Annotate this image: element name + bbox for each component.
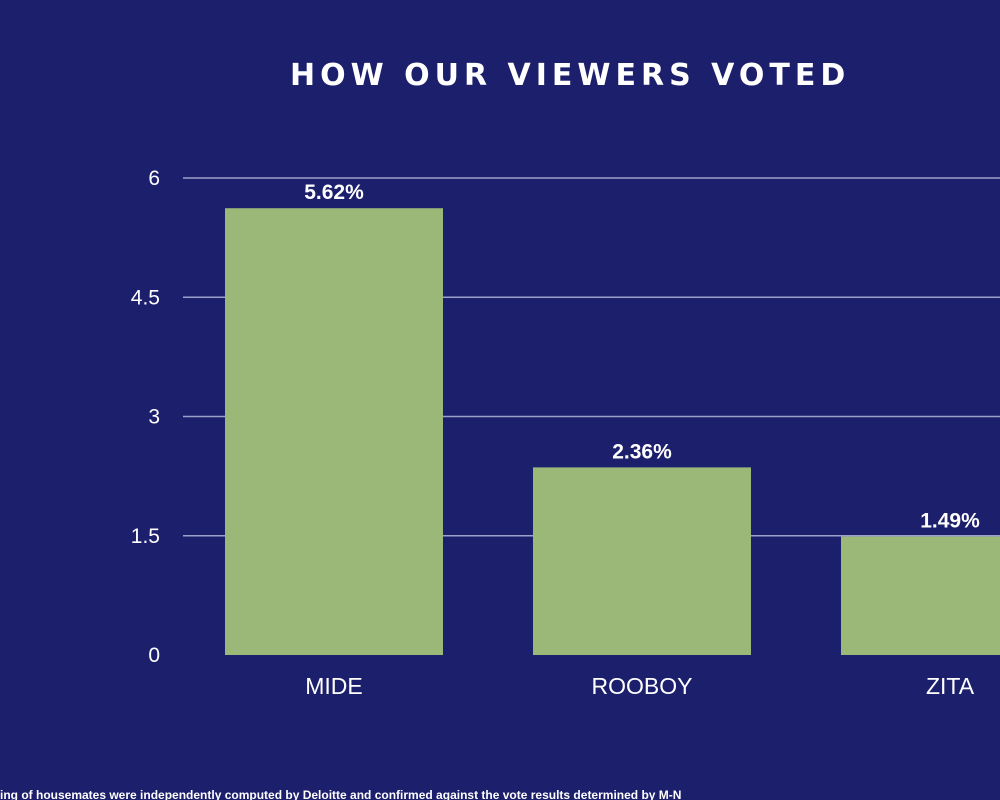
data-label: 5.62%: [304, 181, 364, 204]
data-label: 2.36%: [612, 440, 672, 463]
y-tick-label: 3: [148, 406, 160, 429]
y-tick-label: 1.5: [131, 525, 160, 548]
x-axis-ticks: MIDE ROOBOY ZITA: [305, 673, 974, 699]
x-tick-label: ZITA: [926, 673, 975, 699]
chart-title: HOW OUR VIEWERS VOTED: [290, 58, 851, 93]
x-tick-label: ROOBOY: [592, 673, 693, 699]
bar-zita: [841, 536, 1000, 655]
bar-mide: [225, 208, 443, 655]
data-label: 1.49%: [920, 510, 980, 533]
data-labels: 5.62% 2.36% 1.49%: [304, 181, 980, 532]
x-tick-label: MIDE: [305, 673, 363, 699]
bars: [225, 208, 1000, 655]
footnote: ing of housemates were independently com…: [0, 788, 682, 800]
bar-chart: 0 1.5 3 4.5 6 5.62% 2.36% 1.49% MIDE ROOBOY ZITA: [131, 167, 1000, 699]
y-tick-label: 4.5: [131, 286, 160, 309]
y-tick-label: 0: [148, 644, 160, 667]
bar-rooboy: [533, 467, 751, 655]
y-axis-ticks: 0 1.5 3 4.5 6: [131, 167, 160, 667]
y-tick-label: 6: [148, 167, 160, 190]
